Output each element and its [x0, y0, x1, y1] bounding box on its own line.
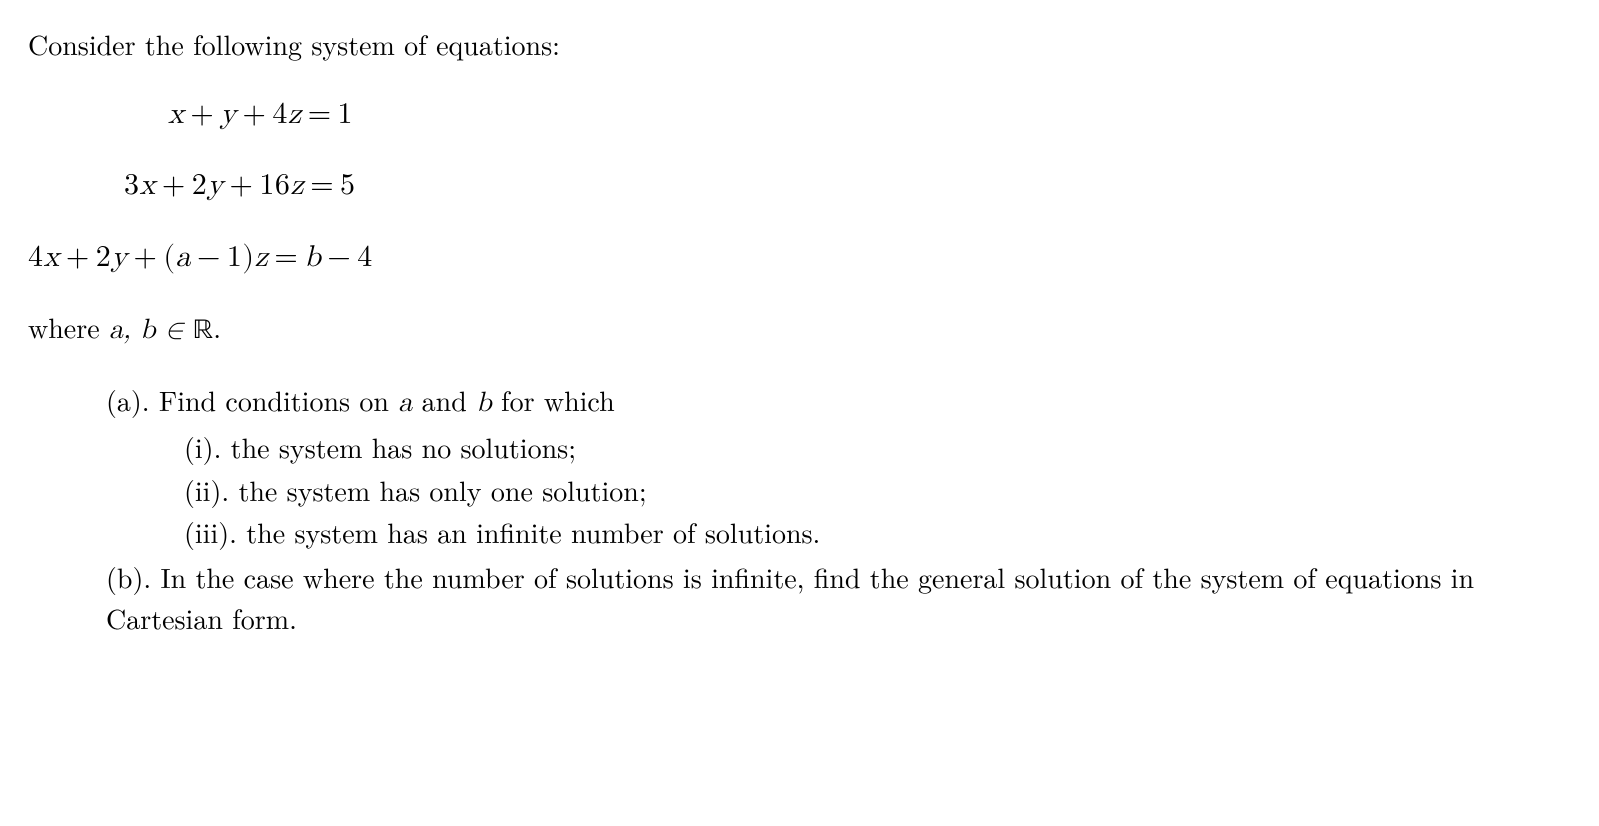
- part-a: (a). Find conditions on a and b for whic…: [106, 380, 1571, 424]
- subpart-ii: (ii). the system has only one solution;: [184, 470, 1571, 511]
- part-a-text-mid: and: [412, 380, 476, 420]
- equation-system: x+y+4z=1 3x+2y+16z=5 4x+2y+(a−1)z=b−4: [28, 93, 1571, 280]
- where-clause: where a, b ∈ ℝ.: [28, 307, 1571, 352]
- subparts: (i). the system has no solutions; (ii). …: [184, 427, 1571, 553]
- var-a: a: [398, 389, 412, 417]
- equation-1: x+y+4z=1: [168, 93, 1571, 137]
- part-b: (b). In the case where the number of sol…: [106, 557, 1571, 638]
- var-b: b: [476, 389, 492, 417]
- part-a-text-before: Find conditions on: [159, 380, 398, 420]
- real-set: ℝ: [193, 317, 213, 345]
- part-a-text-after: for which: [492, 380, 615, 420]
- part-b-label: (b).: [106, 557, 160, 597]
- part-b-text: In the case where the number of solution…: [106, 557, 1474, 638]
- subpart-iii: (iii). the system has an infinite number…: [184, 512, 1571, 553]
- where-vars: a, b ∈: [109, 316, 193, 344]
- part-a-label: (a).: [106, 380, 159, 420]
- equation-2: 3x+2y+16z=5: [124, 164, 1571, 208]
- question-parts: (a). Find conditions on a and b for whic…: [106, 380, 1571, 639]
- where-prefix: where: [28, 307, 109, 347]
- subpart-i: (i). the system has no solutions;: [184, 427, 1571, 468]
- equation-3: 4x+2y+(a−1)z=b−4: [28, 236, 1571, 280]
- problem-intro: Consider the following system of equatio…: [28, 24, 1571, 65]
- where-suffix: .: [213, 307, 221, 347]
